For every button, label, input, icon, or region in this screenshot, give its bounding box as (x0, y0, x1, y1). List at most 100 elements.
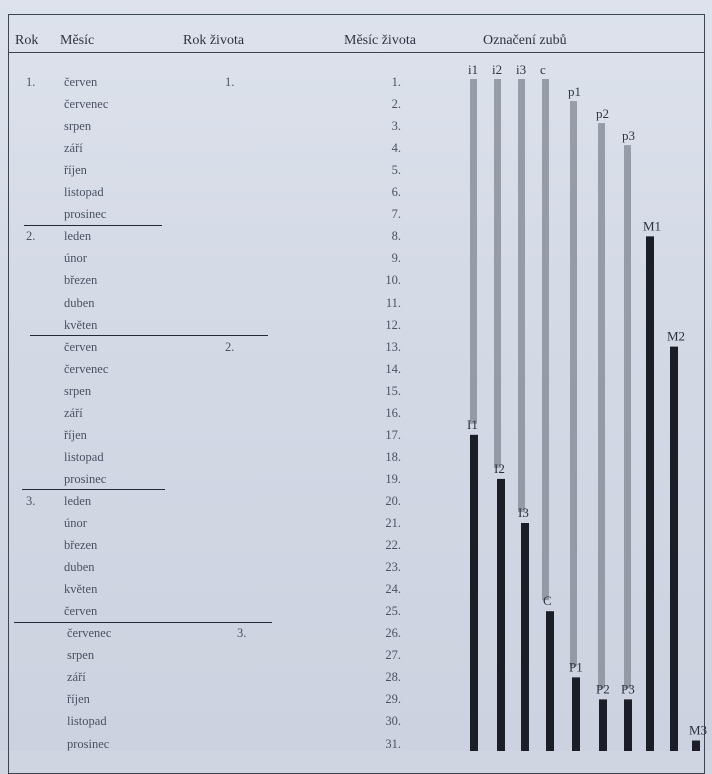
permanent-tooth-bar-M1 (646, 236, 654, 751)
month-cell: leden (64, 229, 92, 244)
permanent-tooth-label-C: C (543, 593, 552, 608)
header-year-of-life: Rok života (183, 33, 245, 48)
month-cell: červenec (67, 626, 112, 641)
month-of-life-cell: 7. (391, 207, 401, 222)
month-of-life-cell: 28. (385, 670, 401, 685)
permanent-tooth-bar-P1 (572, 677, 580, 751)
month-of-life-cell: 5. (391, 163, 401, 178)
teeth-chart: i1 i2 i3 c p1 p2 p3 I1 I2 I3 C P1 P2 P3 M1 M2 M3 (467, 62, 707, 751)
header-month-of-life: Měsíc života (344, 33, 416, 48)
month-cell: leden (64, 493, 92, 508)
month-cell: říjen (64, 427, 87, 442)
month-of-life-cell: 15. (385, 383, 401, 398)
milk-tooth-label-i1: i1 (468, 62, 478, 77)
year-of-life-cell: 2. (225, 339, 235, 354)
month-of-life-cell: 10. (385, 273, 401, 288)
month-of-life-cell: 4. (391, 141, 401, 156)
month-cell: listopad (67, 714, 107, 729)
permanent-tooth-label-I3: I3 (518, 505, 529, 520)
permanent-tooth-label-M2: M2 (667, 329, 685, 344)
milk-tooth-bar-p3 (624, 145, 631, 689)
month-cell: listopad (64, 449, 104, 464)
month-of-life-cell: 22. (385, 538, 401, 553)
month-cell: červen (64, 75, 98, 89)
year-separator-line (24, 224, 162, 226)
year-cell: 1. (26, 75, 36, 89)
milk-tooth-label-p3: p3 (622, 128, 635, 143)
month-of-life-cell: 14. (385, 361, 401, 376)
month-cell: říjen (67, 692, 90, 707)
permanent-tooth-bar-I2 (497, 478, 505, 751)
permanent-tooth-label-P1: P1 (569, 659, 583, 674)
milk-tooth-label-c: c (540, 62, 546, 77)
month-cell: červen (64, 339, 98, 354)
month-of-life-cell: 27. (385, 648, 401, 663)
month-of-life-cell: 13. (385, 339, 401, 354)
permanent-tooth-bar-M3 (692, 740, 700, 751)
year-of-life-cell: 1. (225, 75, 235, 89)
permanent-tooth-bar-P3 (624, 699, 632, 751)
month-cell: červen (64, 604, 98, 619)
permanent-tooth-label-I1: I1 (467, 417, 478, 432)
month-of-life-cell: 30. (385, 714, 401, 729)
milk-tooth-bar-i2 (494, 79, 501, 468)
header-teeth: Označení zubů (483, 33, 567, 48)
month-of-life-cell: 12. (385, 317, 401, 332)
month-cell: prosinec (64, 207, 107, 222)
month-cell: červenec (64, 97, 109, 112)
month-cell: říjen (64, 163, 87, 178)
month-cell: září (64, 405, 83, 420)
header-year: Rok (15, 33, 39, 48)
milk-tooth-bar-i3 (518, 79, 525, 512)
milk-tooth-label-i3: i3 (516, 62, 526, 77)
month-of-life-cell: 20. (385, 493, 401, 508)
header-month: Měsíc (60, 33, 95, 48)
month-cell: únor (64, 516, 87, 530)
permanent-tooth-bar-I3 (521, 523, 529, 751)
month-cell: únor (64, 251, 87, 266)
permanent-tooth-label-P3: P3 (621, 681, 635, 696)
month-of-life-cell: 6. (391, 185, 401, 200)
month-cell: září (67, 670, 86, 685)
month-of-life-cell: 9. (391, 251, 401, 266)
milk-tooth-bar-c (542, 79, 549, 601)
month-cell: květen (64, 582, 98, 597)
month-cell: duben (64, 560, 95, 575)
month-of-life-cell: 23. (385, 560, 401, 575)
month-of-life-cell: 24. (385, 582, 401, 597)
year-cell: 2. (26, 229, 36, 244)
milk-tooth-label-p2: p2 (596, 106, 609, 121)
month-of-life-cell: 3. (391, 119, 401, 134)
permanent-tooth-bar-I1 (470, 434, 478, 751)
month-of-life-cell: 17. (385, 427, 401, 442)
year-cell: 3. (26, 493, 36, 508)
month-cell: srpen (64, 119, 92, 134)
month-of-life-cell: 8. (391, 229, 401, 244)
month-of-life-cell: 18. (385, 449, 401, 464)
month-of-life-cell: 21. (385, 516, 401, 530)
permanent-tooth-bar-M2 (670, 346, 678, 751)
permanent-tooth-bar-C (546, 611, 554, 751)
month-cell: listopad (64, 185, 104, 200)
year-of-life-cell: 3. (237, 626, 247, 641)
year-separator-line (14, 621, 272, 623)
month-cell: červenec (64, 361, 109, 376)
month-cell: prosinec (64, 471, 107, 486)
month-cell: září (64, 141, 83, 156)
month-of-life-cell: 31. (385, 736, 401, 751)
month-cell: duben (64, 295, 95, 310)
permanent-tooth-label-P2: P2 (596, 681, 610, 696)
month-of-life-cell: 29. (385, 692, 401, 707)
month-of-life-cell: 1. (391, 75, 401, 89)
milk-tooth-label-i2: i2 (492, 62, 502, 77)
milk-tooth-bar-i1 (470, 79, 477, 424)
month-cell: květen (64, 317, 98, 332)
year-separator-line (30, 335, 268, 337)
month-of-life-cell: 11. (385, 295, 401, 310)
permanent-tooth-bar-P2 (599, 699, 607, 751)
permanent-tooth-label-M1: M1 (643, 218, 661, 233)
month-cell: srpen (64, 383, 92, 398)
permanent-tooth-label-M3: M3 (689, 723, 707, 738)
milk-tooth-bar-p2 (598, 123, 605, 689)
